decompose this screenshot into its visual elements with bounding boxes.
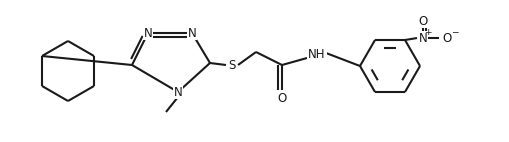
Text: NH: NH: [307, 48, 325, 60]
Text: O: O: [441, 32, 451, 45]
Text: +: +: [423, 28, 431, 36]
Text: N: N: [418, 32, 427, 45]
Text: −: −: [450, 28, 458, 36]
Text: N: N: [187, 27, 196, 39]
Text: N: N: [173, 85, 182, 99]
Text: S: S: [228, 59, 235, 72]
Text: N: N: [144, 27, 152, 39]
Text: O: O: [417, 14, 427, 28]
Text: O: O: [277, 92, 286, 106]
